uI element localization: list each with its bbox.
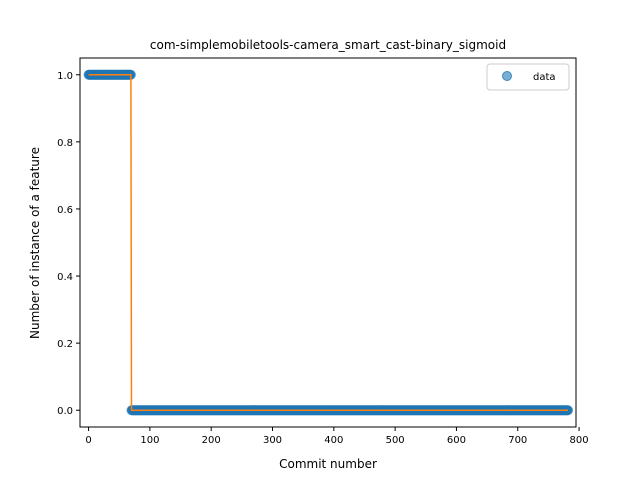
y-tick-label: 1.0	[57, 71, 73, 82]
y-tick-label: 0.4	[57, 272, 73, 283]
y-tick-label: 0.6	[57, 205, 73, 216]
x-tick-label: 0	[85, 435, 91, 446]
x-tick-label: 200	[202, 435, 221, 446]
x-tick-label: 300	[263, 435, 282, 446]
legend: data	[486, 63, 570, 91]
chart-title: com-simplemobiletools-camera_smart_cast-…	[150, 38, 506, 52]
x-tick-label: 500	[386, 435, 405, 446]
plot-area	[83, 69, 574, 416]
x-tick-label: 400	[324, 435, 343, 446]
x-tick-label: 600	[447, 435, 466, 446]
y-tick-label: 0.2	[57, 339, 73, 350]
x-tick-label: 800	[570, 435, 589, 446]
legend-marker	[502, 71, 512, 81]
y-tick-label: 0.0	[57, 406, 73, 417]
x-axis-label: Commit number	[279, 457, 377, 471]
plot-frame	[79, 57, 577, 428]
axes: 0 100 200 300 400 500 600 700 800 0.0 0.2 0.4 0.6 0.8…	[57, 57, 589, 446]
y-axis-label: Number of instance of a feature	[28, 147, 42, 339]
legend-box	[486, 63, 570, 91]
step-line	[88, 74, 569, 411]
x-tick-label: 100	[140, 435, 159, 446]
y-tick-label: 0.8	[57, 138, 73, 149]
legend-label-data: data	[533, 72, 556, 83]
x-tick-label: 700	[508, 435, 527, 446]
